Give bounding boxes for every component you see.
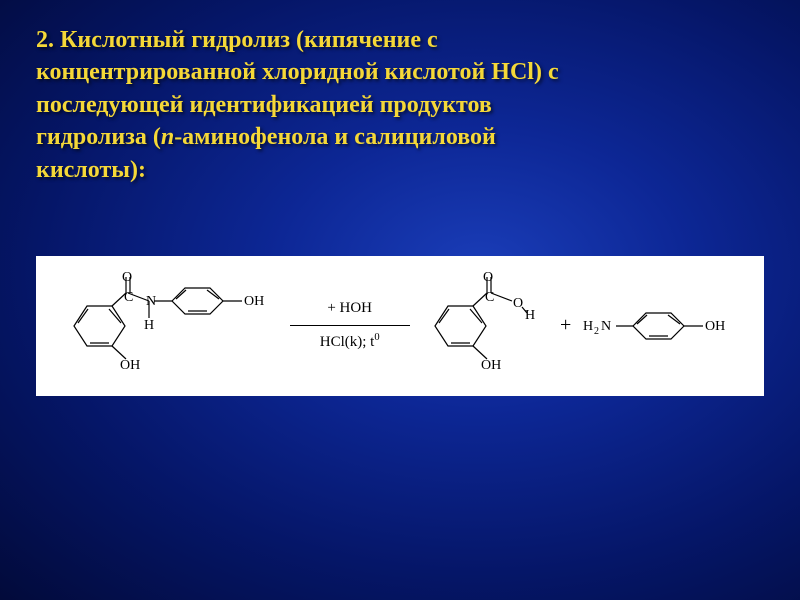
- slide-container: 2. Кислотный гидролиз (кипячение с конце…: [0, 0, 800, 600]
- svg-text:OH: OH: [705, 319, 725, 334]
- slide-title: 2. Кислотный гидролиз (кипячение с конце…: [36, 24, 764, 186]
- svg-text:2: 2: [594, 326, 599, 337]
- product2-structure: H 2 N OH: [581, 291, 746, 361]
- product1-structure: O C O H OH: [415, 271, 550, 381]
- svg-text:O: O: [122, 271, 132, 285]
- title-line-4: гидролиза (п-аминофенола и салициловой: [36, 121, 764, 153]
- title-line-1: 2. Кислотный гидролиз (кипячение с: [36, 24, 764, 56]
- svg-text:O: O: [513, 296, 523, 311]
- svg-text:H: H: [525, 308, 535, 323]
- svg-text:C: C: [124, 290, 133, 305]
- svg-text:C: C: [485, 290, 494, 305]
- reagent-top: + HOH: [290, 296, 410, 322]
- reaction-arrow: [290, 325, 410, 326]
- svg-text:OH: OH: [481, 358, 501, 373]
- plus-sign: +: [552, 314, 579, 337]
- reactant-structure: O C N H OH OH: [54, 271, 284, 381]
- svg-text:N: N: [601, 319, 611, 334]
- svg-text:H: H: [144, 318, 154, 333]
- title-line-5: кислоты):: [36, 154, 764, 186]
- title-line-3: последующей идентификацией продуктов: [36, 89, 764, 121]
- reaction-panel: O C N H OH OH + HOH HCl(k); t0: [36, 256, 764, 396]
- reaction-conditions: + HOH HCl(k); t0: [286, 296, 414, 355]
- svg-text:O: O: [483, 271, 493, 285]
- svg-text:OH: OH: [120, 358, 140, 373]
- svg-text:H: H: [583, 319, 593, 334]
- svg-text:OH: OH: [244, 294, 264, 309]
- reagent-bottom: HCl(k); t0: [290, 329, 410, 356]
- title-line-2: концентрированной хлоридной кислотой HCl…: [36, 56, 764, 88]
- svg-text:N: N: [146, 294, 156, 309]
